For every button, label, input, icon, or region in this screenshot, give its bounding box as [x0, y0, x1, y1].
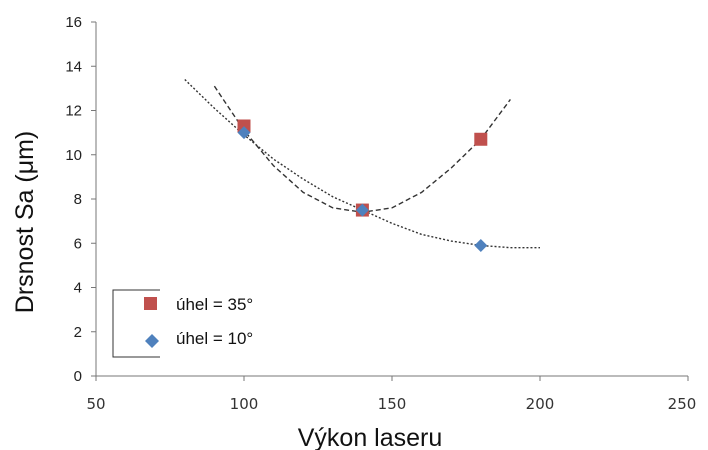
- y-tick-label: 2: [74, 324, 82, 341]
- legend-label-uhel-35: úhel = 35°: [176, 295, 253, 314]
- x-tick-label: 200: [526, 395, 555, 413]
- y-tick-label: 8: [74, 191, 82, 208]
- legend-marker-uhel-10: [145, 334, 159, 348]
- legend-label-uhel-10: úhel = 10°: [176, 329, 253, 348]
- x-tick-label: 150: [378, 395, 407, 413]
- legend-frame: [112, 289, 160, 358]
- data-point-series-2: [237, 126, 251, 140]
- legend-marker-uhel-35: [144, 297, 157, 310]
- x-axis-title: Výkon laseru: [298, 424, 443, 450]
- x-tick-label: 50: [86, 395, 105, 413]
- y-tick-label: 12: [65, 103, 82, 120]
- y-axis-title: Drsnost Sa (μm): [11, 131, 39, 313]
- legend: úhel = 35° úhel = 10°: [112, 289, 253, 358]
- y-tick-label: 16: [65, 14, 82, 31]
- data-point-series-2: [474, 238, 488, 252]
- y-tick-label: 6: [74, 235, 82, 252]
- data-point-series-1: [474, 132, 488, 146]
- data-point-series-1: [237, 119, 251, 133]
- trendline-series-1: [213, 85, 511, 213]
- x-tick-label: 250: [668, 395, 697, 413]
- data-point-series-2: [355, 203, 369, 217]
- y-tick-label: 14: [65, 58, 82, 75]
- y-tick-label: 10: [65, 147, 82, 164]
- trendline-series-2: [184, 79, 540, 249]
- y-tick-label: 0: [74, 368, 82, 385]
- y-tick-label: 4: [74, 280, 82, 297]
- tick-group: 0 2 4 6 8 10 12 14 16 50 100 150 200 250: [65, 14, 696, 413]
- x-tick-label: 100: [230, 395, 259, 413]
- trendline-group: [184, 79, 540, 249]
- marker-group: [237, 119, 488, 252]
